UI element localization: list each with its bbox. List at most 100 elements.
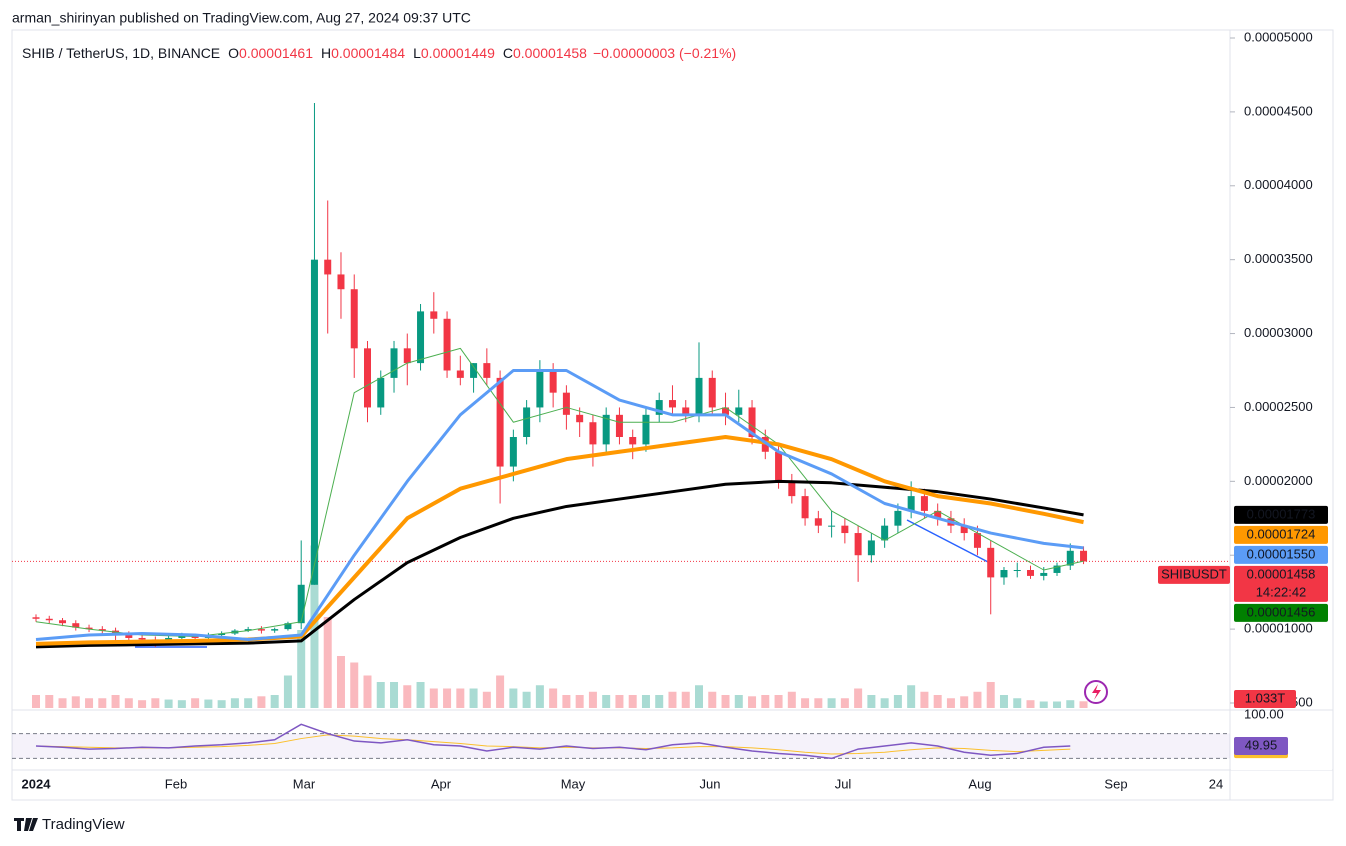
volume-bar bbox=[695, 685, 703, 708]
alert-bolt bbox=[1092, 684, 1101, 700]
candle-body bbox=[271, 629, 279, 631]
candle-body bbox=[98, 629, 106, 631]
candle-body bbox=[59, 620, 67, 624]
axis-mask bbox=[1231, 763, 1332, 770]
candle-body bbox=[549, 370, 557, 393]
candle-body bbox=[509, 437, 517, 467]
candle-body bbox=[85, 627, 93, 630]
candle-body bbox=[390, 348, 398, 378]
candle-body bbox=[523, 407, 531, 437]
ohlc-value: 0.00001461 bbox=[239, 45, 313, 61]
volume-bar bbox=[522, 691, 531, 708]
volume-bar bbox=[363, 675, 372, 708]
candle-body bbox=[748, 407, 756, 437]
volume-bar bbox=[801, 698, 810, 708]
candle-body bbox=[589, 422, 597, 445]
x-tick-label: Apr bbox=[431, 776, 452, 791]
volume-bar bbox=[668, 691, 677, 708]
candle-body bbox=[1080, 550, 1088, 562]
volume-bar bbox=[1026, 700, 1035, 708]
volume-bar bbox=[814, 698, 823, 708]
candle-body bbox=[735, 407, 743, 415]
ohlc-value: 0.00001458 bbox=[513, 45, 587, 61]
candle-body bbox=[443, 318, 451, 371]
candle-body bbox=[722, 407, 730, 415]
candle-body bbox=[973, 533, 981, 548]
volume-bar bbox=[58, 698, 67, 708]
candle-body bbox=[841, 525, 849, 534]
candle-body bbox=[1053, 565, 1061, 573]
y-tick-label: 0.00002000 bbox=[1244, 473, 1313, 488]
volume-bar bbox=[893, 695, 902, 708]
volume-bar bbox=[999, 695, 1008, 708]
candle-body bbox=[337, 274, 345, 290]
candle-body bbox=[960, 525, 968, 534]
candle-body bbox=[1000, 570, 1008, 578]
moving-average bbox=[35, 435, 1084, 646]
candle-body bbox=[496, 377, 504, 467]
y-tick-label: 0.00002500 bbox=[1244, 399, 1313, 414]
candle-body bbox=[536, 370, 544, 408]
volume-bar bbox=[1039, 701, 1048, 708]
candle-body bbox=[655, 400, 663, 415]
y-tick-label: 0.00004500 bbox=[1244, 103, 1313, 118]
volume-bar bbox=[456, 688, 465, 708]
volume-bar bbox=[1013, 698, 1022, 708]
countdown: 14:22:42 bbox=[1256, 584, 1307, 599]
volume-bar bbox=[880, 698, 889, 708]
volume-bar bbox=[973, 691, 982, 708]
ohlc-key: L bbox=[413, 45, 421, 61]
candle-body bbox=[1040, 572, 1048, 576]
volume-bar bbox=[270, 695, 279, 708]
price-label-box bbox=[1234, 545, 1328, 564]
volume-bar bbox=[177, 700, 186, 708]
candle-body bbox=[1027, 570, 1034, 576]
volume-bar bbox=[721, 695, 730, 708]
symbol-box bbox=[1158, 565, 1230, 584]
candle-body bbox=[138, 637, 146, 640]
x-tick-label: Sep bbox=[1104, 776, 1127, 791]
volume-bar bbox=[85, 698, 94, 708]
volume-bar bbox=[867, 695, 876, 708]
rsi-label: 49.95 bbox=[1245, 737, 1278, 752]
volume-bar bbox=[429, 688, 438, 708]
moving-average bbox=[35, 369, 1084, 641]
price-label-box bbox=[1234, 525, 1328, 544]
volume-bar bbox=[124, 698, 133, 708]
candle-body bbox=[629, 437, 637, 445]
x-tick-label: Mar bbox=[293, 776, 316, 791]
volume-bar bbox=[946, 698, 955, 708]
volume-bar bbox=[138, 700, 147, 708]
volume-bar bbox=[535, 685, 544, 708]
candle-body bbox=[125, 635, 133, 638]
volume-bar bbox=[111, 695, 120, 708]
volume-bar bbox=[602, 695, 611, 708]
ohlc-value: 0.00001484 bbox=[331, 45, 405, 61]
volume-bar bbox=[787, 691, 796, 708]
volume-bar bbox=[283, 675, 292, 708]
candle-body bbox=[907, 496, 915, 511]
volume-bar bbox=[204, 699, 213, 708]
candle-body bbox=[867, 540, 875, 556]
volume-bar bbox=[509, 688, 518, 708]
price-label: 0.00001456 bbox=[1247, 604, 1316, 619]
price-label: 0.00001458 bbox=[1247, 566, 1316, 581]
volume-bar bbox=[615, 695, 624, 708]
x-tick-label: Feb bbox=[165, 776, 187, 791]
alert-icon[interactable] bbox=[1084, 680, 1108, 704]
volume-bar bbox=[734, 695, 743, 708]
candle-body bbox=[218, 633, 226, 636]
volume-bar bbox=[336, 656, 345, 708]
candle-body bbox=[920, 496, 928, 511]
change: −0.00000003 (−0.21%) bbox=[593, 45, 736, 61]
x-tick-label: Aug bbox=[968, 776, 991, 791]
volume-bar bbox=[681, 691, 690, 708]
volume-bar bbox=[71, 696, 80, 708]
volume-bar bbox=[562, 695, 571, 708]
volume-bar bbox=[416, 682, 425, 708]
candle-body bbox=[403, 348, 411, 364]
x-tick-label: 2024 bbox=[22, 776, 52, 791]
y-tick-label: 0.00005000 bbox=[1244, 29, 1313, 44]
